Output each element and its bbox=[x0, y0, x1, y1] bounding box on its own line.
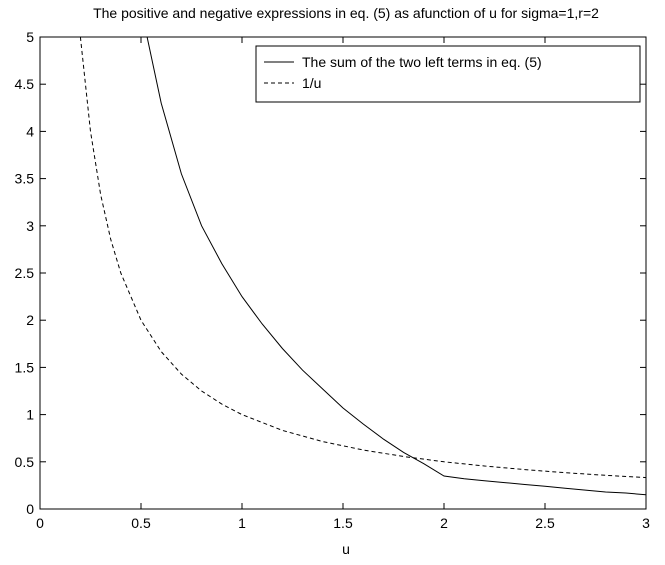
series-line-1 bbox=[146, 36, 647, 496]
legend-label-1: The sum of the two left terms in eq. (5) bbox=[302, 54, 542, 70]
legend: The sum of the two left terms in eq. (5)… bbox=[255, 45, 641, 103]
y-tick-label: 3 bbox=[26, 218, 34, 234]
x-tick-label: 0 bbox=[36, 515, 44, 531]
y-tick-label: 0 bbox=[26, 501, 34, 517]
x-axis-label: u bbox=[342, 541, 350, 557]
legend-label-2: 1/u bbox=[302, 75, 321, 91]
x-tick-label: 1.5 bbox=[333, 515, 353, 531]
y-tick-label: 4 bbox=[26, 123, 34, 139]
y-tick-label: 2.5 bbox=[15, 265, 35, 281]
y-tick-label: 3.5 bbox=[15, 171, 35, 187]
series-layer bbox=[79, 36, 647, 496]
plot-area bbox=[39, 36, 647, 510]
x-tick-label: 0.5 bbox=[131, 515, 151, 531]
y-tick-label: 4.5 bbox=[15, 76, 35, 92]
x-axis: 0 0.5 1 1.5 2 2.5 3 bbox=[36, 37, 650, 531]
y-axis: 0 0.5 1 1.5 2 2.5 3 3.5 4 4.5 5 bbox=[15, 29, 646, 517]
x-tick-label: 1 bbox=[238, 515, 246, 531]
chart-title: The positive and negative expressions in… bbox=[93, 5, 599, 21]
x-tick-label: 3 bbox=[642, 515, 650, 531]
y-tick-label: 1 bbox=[26, 407, 34, 423]
legend-box bbox=[255, 45, 641, 103]
x-tick-label: 2 bbox=[440, 515, 448, 531]
y-tick-label: 0.5 bbox=[15, 454, 35, 470]
y-tick-label: 1.5 bbox=[15, 359, 35, 375]
series-line-2 bbox=[79, 36, 647, 479]
x-tick-label: 2.5 bbox=[535, 515, 555, 531]
y-tick-label: 5 bbox=[26, 29, 34, 45]
y-tick-label: 2 bbox=[26, 312, 34, 328]
